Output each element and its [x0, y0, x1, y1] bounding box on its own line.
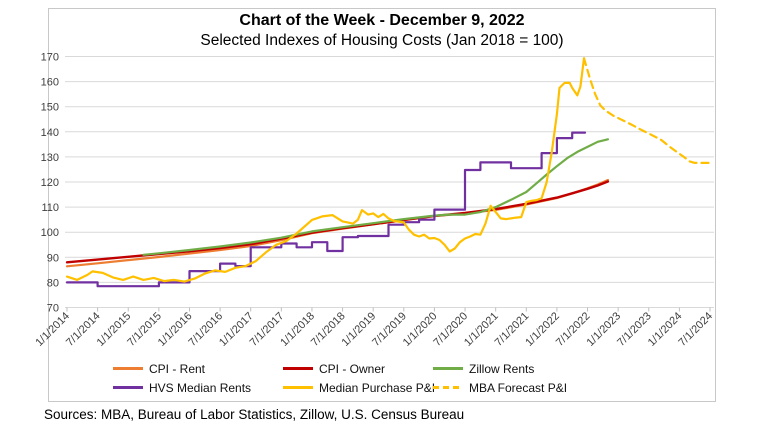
- y-tick-label-110: 110: [41, 202, 59, 214]
- y-tick-label-100: 100: [41, 227, 59, 239]
- legend-swatch-median-purchase-pi: [283, 386, 313, 389]
- x-tick-label-21: 7/1/2024: [676, 310, 715, 349]
- legend-label-mba-forecast-pi: MBA Forecast P&I: [469, 380, 568, 395]
- y-tick-label-70: 70: [47, 303, 59, 315]
- legend-item-hvs-median-rents: HVS Median Rents: [113, 380, 251, 395]
- legend-label-zillow-rents: Zillow Rents: [469, 361, 535, 376]
- legend-label-hvs-median-rents: HVS Median Rents: [149, 380, 252, 395]
- legend-item-cpi-owner: CPI - Owner: [283, 361, 385, 376]
- legend-item-mba-forecast-pi: MBA Forecast P&I: [433, 380, 567, 395]
- legend-swatch-mba-forecast-pi: [433, 386, 463, 389]
- chart-subtitle: Selected Indexes of Housing Costs (Jan 2…: [200, 32, 564, 49]
- series-line-hvs-median-rents: [65, 131, 587, 288]
- y-tick-label-140: 140: [41, 127, 59, 139]
- y-tick-label-170: 170: [41, 52, 59, 64]
- source-note: Sources: MBA, Bureau of Labor Statistics…: [44, 407, 465, 422]
- chart-border-frame: [48, 8, 716, 402]
- legend-item-zillow-rents: Zillow Rents: [433, 361, 534, 376]
- legend-label-median-purchase-pi: Median Purchase P&I: [319, 380, 436, 395]
- y-tick-label-150: 150: [41, 102, 59, 114]
- series-line-mba-forecast-pi: [582, 57, 711, 164]
- legend-item-median-purchase-pi: Median Purchase P&I: [283, 380, 435, 395]
- chart-title: Chart of the Week - December 9, 2022: [239, 12, 525, 29]
- series-line-zillow-rents: [142, 138, 610, 256]
- y-tick-label-120: 120: [41, 177, 59, 189]
- series-line-median-purchase-pi: [65, 57, 586, 283]
- legend-item-cpi-rent: CPI - Rent: [113, 361, 205, 376]
- y-tick-label-90: 90: [47, 252, 59, 264]
- legend-label-cpi-rent: CPI - Rent: [149, 361, 206, 376]
- legend-swatch-hvs-median-rents: [113, 386, 143, 389]
- y-tick-label-160: 160: [41, 77, 59, 89]
- y-tick-label-130: 130: [41, 152, 59, 164]
- legend-swatch-cpi-owner: [283, 367, 313, 370]
- y-tick-label-80: 80: [47, 277, 59, 289]
- legend-swatch-zillow-rents: [433, 367, 463, 370]
- legend-swatch-cpi-rent: [113, 367, 143, 370]
- legend-label-cpi-owner: CPI - Owner: [319, 361, 386, 376]
